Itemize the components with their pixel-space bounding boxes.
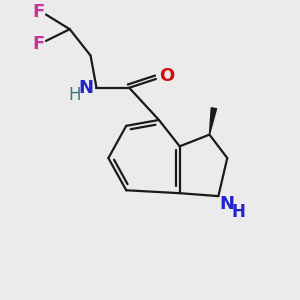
- Text: F: F: [32, 3, 45, 21]
- Text: O: O: [159, 67, 174, 85]
- Text: H: H: [231, 202, 245, 220]
- Text: H: H: [69, 86, 81, 104]
- Text: N: N: [79, 79, 94, 97]
- Text: F: F: [32, 35, 45, 53]
- Polygon shape: [209, 108, 217, 135]
- Text: N: N: [219, 195, 234, 213]
